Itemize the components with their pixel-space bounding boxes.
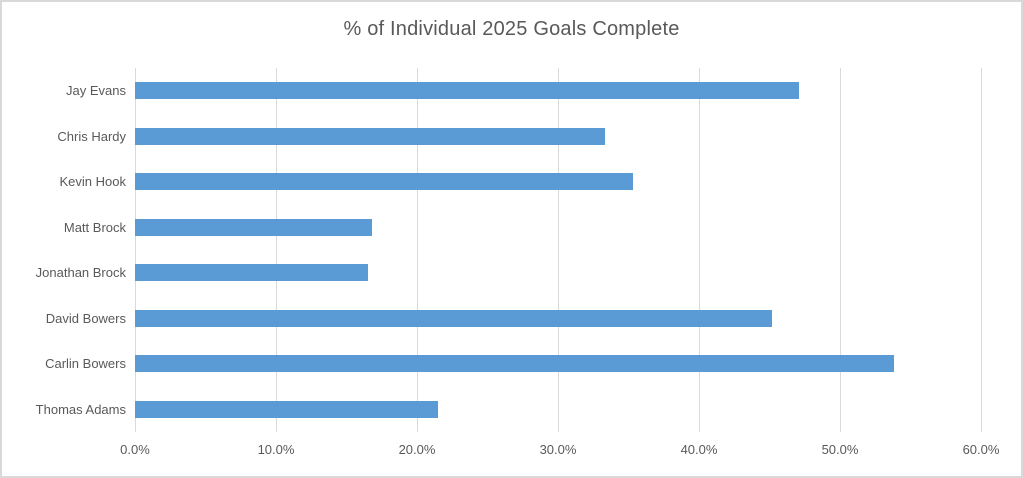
x-axis-tick-label: 20.0% — [398, 442, 436, 457]
x-axis-tick-label: 40.0% — [680, 442, 718, 457]
chart-title: % of Individual 2025 Goals Complete — [343, 18, 680, 40]
category-label: David Bowers — [45, 311, 126, 326]
bar-jonathan-brock — [135, 264, 368, 281]
x-axis-tick-label: 0.0% — [120, 442, 150, 457]
category-label: Jay Evans — [66, 83, 126, 98]
gridline — [840, 68, 841, 432]
bar-kevin-hook — [135, 173, 633, 190]
bar-matt-brock — [135, 219, 372, 236]
gridline — [699, 68, 700, 432]
gridline — [276, 68, 277, 432]
category-label: Chris Hardy — [57, 129, 126, 144]
x-axis-tick-label: 10.0% — [257, 442, 295, 457]
plot-area — [135, 68, 982, 432]
bar-thomas-adams — [135, 401, 438, 418]
gridline — [558, 68, 559, 432]
category-label: Carlin Bowers — [45, 356, 126, 371]
bar-chris-hardy — [135, 128, 605, 145]
x-axis-tick-label: 30.0% — [539, 442, 577, 457]
value-axis: 0.0% 10.0% 20.0% 30.0% 40.0% 50.0% 60.0% — [120, 442, 999, 462]
bar-david-bowers — [135, 310, 772, 327]
category-label: Matt Brock — [63, 220, 126, 235]
gridline — [417, 68, 418, 432]
bar-jay-evans — [135, 82, 799, 99]
x-axis-tick-label: 50.0% — [821, 442, 859, 457]
category-label: Thomas Adams — [35, 402, 126, 417]
category-label: Jonathan Brock — [35, 265, 126, 280]
x-axis-tick-label: 60.0% — [962, 442, 1000, 457]
gridline — [135, 68, 136, 432]
bar-carlin-bowers — [135, 355, 894, 372]
gridline — [981, 68, 982, 432]
category-label: Kevin Hook — [59, 174, 126, 189]
category-axis: Jay Evans Chris Hardy Kevin Hook Matt Brock… — [2, 68, 126, 432]
